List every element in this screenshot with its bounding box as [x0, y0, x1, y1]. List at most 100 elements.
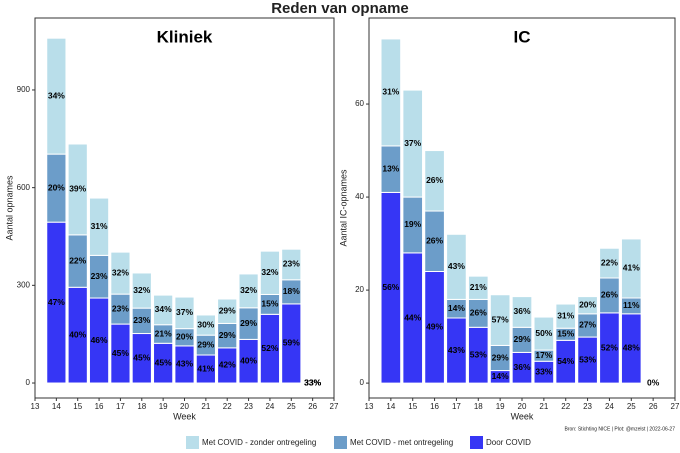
x-tick-label: 25 [287, 402, 296, 411]
x-tick-label: 17 [452, 402, 461, 411]
x-tick-label: 15 [73, 402, 82, 411]
bar-segment [174, 296, 195, 330]
data-label: 52% [261, 343, 278, 353]
y-tick-label: 60 [355, 99, 364, 108]
legend-swatch [186, 436, 199, 449]
data-label: 33% [535, 366, 552, 376]
legend-label: Met COVID - zonder ontregeling [202, 438, 316, 447]
x-tick-label: 18 [474, 402, 483, 411]
x-tick-label: 16 [95, 402, 104, 411]
data-label: 43% [448, 261, 465, 271]
data-label: 42% [219, 360, 236, 370]
data-label: 19% [404, 219, 421, 229]
data-label: 17% [535, 350, 552, 360]
bar-segment [577, 296, 598, 315]
data-label: 48% [623, 343, 640, 353]
x-tick-label: 13 [365, 402, 374, 411]
x-tick-label: 19 [496, 402, 505, 411]
x-tick-label: 21 [201, 402, 210, 411]
data-label: 33% [304, 377, 321, 387]
data-label: 45% [133, 353, 150, 363]
data-label: 40% [240, 355, 257, 365]
data-label: 34% [155, 304, 172, 314]
bar-segment [424, 150, 445, 212]
data-label: 20% [48, 182, 65, 192]
bar-segment [489, 294, 511, 346]
data-label: 29% [240, 318, 257, 328]
legend-swatch [334, 436, 347, 449]
data-label: 15% [261, 299, 278, 309]
data-label: 41% [197, 363, 214, 373]
x-tick-label: 18 [137, 402, 146, 411]
x-axis-label: Week [173, 411, 196, 421]
data-label: 20% [579, 299, 596, 309]
data-label: 37% [404, 138, 421, 148]
bar-segment [620, 238, 642, 299]
data-label: 34% [48, 90, 65, 100]
bar-segment [446, 233, 467, 300]
data-label: 54% [557, 356, 574, 366]
data-label: 49% [426, 322, 443, 332]
bar-segment [402, 89, 424, 198]
data-label: 45% [112, 348, 129, 358]
x-tick-label: 21 [539, 402, 548, 411]
chart-title: Reden van opname [271, 0, 409, 17]
data-label: 45% [155, 357, 172, 367]
x-tick-label: 16 [430, 402, 439, 411]
data-label: 21% [470, 282, 487, 292]
x-tick-label: 20 [180, 402, 189, 411]
bar-segment [599, 247, 620, 279]
legend-label: Door COVID [486, 438, 531, 447]
bar-segment [380, 38, 402, 147]
data-label: 44% [404, 312, 421, 322]
data-label: 36% [513, 306, 530, 316]
bar-segment [195, 314, 216, 336]
y-tick-label: 0 [26, 378, 31, 387]
x-tick-label: 22 [561, 402, 570, 411]
x-tick-label: 27 [330, 402, 339, 411]
data-label: 29% [492, 352, 509, 362]
data-label: 43% [448, 345, 465, 355]
data-label: 23% [133, 315, 150, 325]
data-label: 32% [133, 285, 150, 295]
bar-segment [153, 294, 174, 326]
data-label: 22% [601, 257, 618, 267]
x-tick-label: 14 [386, 402, 395, 411]
x-tick-label: 25 [627, 402, 636, 411]
x-tick-label: 24 [605, 402, 614, 411]
x-tick-label: 20 [518, 402, 527, 411]
data-label: 40% [69, 329, 86, 339]
x-tick-label: 24 [265, 402, 274, 411]
data-label: 22% [69, 255, 86, 265]
data-label: 29% [197, 339, 214, 349]
data-label: 15% [557, 329, 574, 339]
data-label: 31% [557, 310, 574, 320]
data-label: 50% [535, 328, 552, 338]
data-label: 0% [647, 377, 660, 387]
y-tick-label: 600 [17, 183, 31, 192]
y-tick-label: 40 [355, 192, 364, 201]
data-label: 57% [492, 314, 509, 324]
bar-segment [555, 303, 577, 329]
data-label: 33% [304, 377, 321, 387]
data-label: 56% [382, 282, 399, 292]
x-tick-label: 27 [671, 402, 680, 411]
data-label: 36% [513, 362, 530, 372]
data-label: 20% [176, 332, 193, 342]
data-label: 26% [470, 308, 487, 318]
bar-segment [281, 248, 302, 281]
data-label: 47% [48, 297, 65, 307]
data-label: 23% [112, 303, 129, 313]
x-tick-label: 14 [52, 402, 61, 411]
data-label: 31% [382, 87, 399, 97]
y-axis-label: Aantal IC-opnames [338, 169, 348, 247]
data-label: 14% [492, 371, 509, 381]
data-label: 26% [426, 236, 443, 246]
data-label: 31% [91, 221, 108, 231]
data-label: 13% [382, 163, 399, 173]
x-tick-label: 26 [649, 402, 658, 411]
bar-segment [131, 272, 152, 309]
data-label: 29% [219, 305, 236, 315]
data-label: 26% [426, 175, 443, 185]
